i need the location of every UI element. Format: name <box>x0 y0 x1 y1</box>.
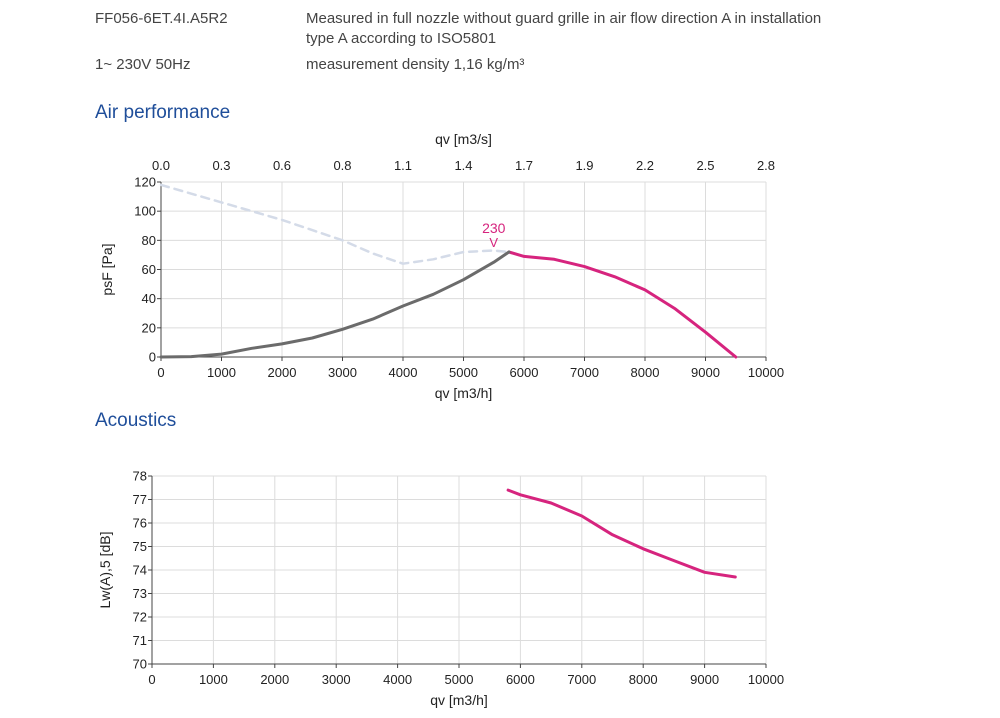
acoustics-title: Acoustics <box>95 410 177 431</box>
x-tick-label: 8000 <box>629 672 658 687</box>
supply-voltage: 1~ 230V 50Hz <box>95 56 191 73</box>
operating-curve <box>507 250 738 359</box>
y-tick-label: 77 <box>133 492 147 507</box>
x-tick-label: 2000 <box>260 672 289 687</box>
x2-axis-label: qv [m3/s] <box>435 131 492 147</box>
y-tick-label: 72 <box>133 610 147 625</box>
x-tick-label: 8000 <box>631 365 660 380</box>
x-tick-label: 7000 <box>567 672 596 687</box>
y-tick-label: 40 <box>142 291 156 306</box>
y-tick-label: 70 <box>133 657 147 672</box>
x-axis-label: qv [m3/h] <box>435 385 493 401</box>
x-tick-label: 5000 <box>449 365 478 380</box>
lower-curve <box>159 250 511 359</box>
x-tick-label: 2000 <box>268 365 297 380</box>
x-tick-label: 0 <box>148 672 155 687</box>
x-tick-label: 9000 <box>690 672 719 687</box>
y-axis-label: psF [Pa] <box>99 243 115 295</box>
model-code: FF056-6ET.4I.A5R2 <box>95 10 228 27</box>
x-tick-label: 5000 <box>445 672 474 687</box>
y-tick-label: 75 <box>133 539 147 554</box>
y-tick-label: 74 <box>133 563 147 578</box>
x2-tick-label: 0.0 <box>152 158 170 173</box>
y-tick-label: 78 <box>133 469 147 484</box>
x-tick-label: 6000 <box>510 365 539 380</box>
y-tick-label: 0 <box>149 350 156 365</box>
y-tick-label: 100 <box>134 204 156 219</box>
x2-tick-label: 2.8 <box>757 158 775 173</box>
x-tick-label: 3000 <box>322 672 351 687</box>
x2-tick-label: 2.5 <box>696 158 714 173</box>
y-tick-label: 76 <box>133 516 147 531</box>
x-tick-label: 10000 <box>748 365 784 380</box>
x2-tick-label: 1.7 <box>515 158 533 173</box>
measurement-density: measurement density 1,16 kg/m³ <box>306 56 525 73</box>
x2-tick-label: 0.8 <box>333 158 351 173</box>
x-tick-label: 4000 <box>389 365 418 380</box>
x-tick-label: 4000 <box>383 672 412 687</box>
y-tick-label: 80 <box>142 233 156 248</box>
description-line-2: type A according to ISO5801 <box>306 30 497 47</box>
x-tick-label: 6000 <box>506 672 535 687</box>
y-tick-label: 120 <box>134 175 156 190</box>
operating-curve <box>506 488 737 579</box>
y-tick-label: 71 <box>133 633 147 648</box>
x-tick-label: 1000 <box>199 672 228 687</box>
x-tick-label: 10000 <box>748 672 784 687</box>
dashed-curve <box>159 183 511 265</box>
y-tick-label: 20 <box>142 320 156 335</box>
voltage-annotation: 230 <box>482 220 506 236</box>
air-performance-title: Air performance <box>95 102 231 123</box>
description-line-1: Measured in full nozzle without guard gr… <box>306 10 822 27</box>
x-tick-label: 0 <box>157 365 164 380</box>
x-tick-label: 7000 <box>570 365 599 380</box>
x-tick-label: 1000 <box>207 365 236 380</box>
voltage-annotation-unit: V <box>489 235 498 250</box>
x-tick-label: 9000 <box>691 365 720 380</box>
x2-tick-label: 0.3 <box>212 158 230 173</box>
x2-tick-label: 2.2 <box>636 158 654 173</box>
x2-tick-label: 1.1 <box>394 158 412 173</box>
x-axis-label: qv [m3/h] <box>430 692 488 708</box>
x2-tick-label: 1.4 <box>454 158 472 173</box>
y-axis-label: Lw(A),5 [dB] <box>97 531 113 608</box>
y-tick-label: 60 <box>142 262 156 277</box>
x2-tick-label: 1.9 <box>575 158 593 173</box>
x2-tick-label: 0.6 <box>273 158 291 173</box>
y-tick-label: 73 <box>133 586 147 601</box>
x-tick-label: 3000 <box>328 365 357 380</box>
